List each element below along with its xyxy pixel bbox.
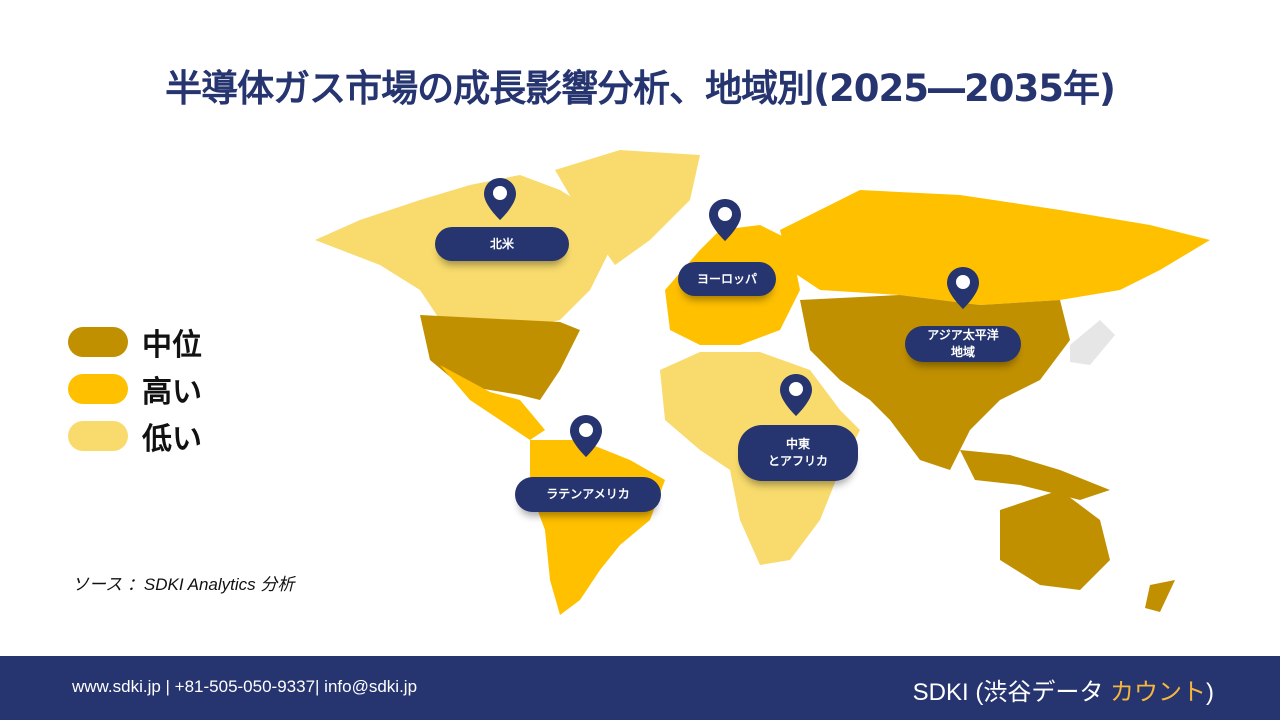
footer-contact: www.sdki.jp | +81-505-050-9337| info@sdk… — [72, 677, 418, 696]
label-line: 地域 — [950, 345, 975, 359]
label-north-america: 北米 — [435, 227, 569, 261]
map-pin-icon — [709, 199, 741, 241]
map-pin-icon — [570, 415, 602, 457]
legend-swatch — [68, 420, 128, 451]
brand-accent: カウント — [1110, 679, 1206, 706]
legend-item-low: 低い — [68, 412, 202, 459]
label-middle-east-africa: 中東 とアフリカ — [738, 425, 858, 481]
region-nz — [1145, 580, 1175, 612]
label-asia-pacific: アジア太平洋 地域 — [905, 326, 1021, 362]
region-greenland — [555, 150, 700, 265]
legend-label: 高い — [142, 374, 202, 410]
brand-prefix: SDKI (渋谷データ — [912, 679, 1110, 706]
region-sea — [960, 450, 1110, 500]
region-usa — [420, 315, 580, 400]
region-japan — [1070, 320, 1115, 365]
legend-label: 低い — [142, 421, 202, 457]
region-south-america — [530, 440, 665, 615]
legend-item-medium: 中位 — [68, 318, 202, 365]
footer-brand: SDKI (渋谷データ カウント) — [913, 672, 1214, 707]
legend: 中位 高い 低い — [68, 318, 202, 459]
label-line: 中東 — [785, 437, 810, 452]
legend-swatch — [68, 326, 128, 357]
legend-label: 中位 — [142, 327, 202, 363]
map-pin-icon — [484, 178, 516, 220]
label-europe: ヨーロッパ — [678, 262, 776, 296]
label-line: とアフリカ — [767, 454, 828, 468]
page-title: 半導体ガス市場の成長影響分析、地域別(2025―2035年) — [165, 67, 1116, 110]
legend-item-high: 高い — [68, 365, 202, 412]
region-australia — [1000, 490, 1110, 590]
label-line: アジア太平洋 — [927, 328, 999, 343]
region-russia — [780, 190, 1210, 305]
source-note: ソース ：SDKI Analytics 分析 — [72, 575, 295, 594]
map-pin-icon — [947, 267, 979, 309]
map-pin-icon — [780, 374, 812, 416]
legend-swatch — [68, 373, 128, 404]
footer: www.sdki.jp | +81-505-050-9337| info@sdk… — [0, 656, 1280, 720]
label-latin-america: ラテンアメリカ — [515, 477, 661, 512]
region-mexico — [440, 365, 545, 440]
brand-suffix: ) — [1206, 679, 1214, 706]
